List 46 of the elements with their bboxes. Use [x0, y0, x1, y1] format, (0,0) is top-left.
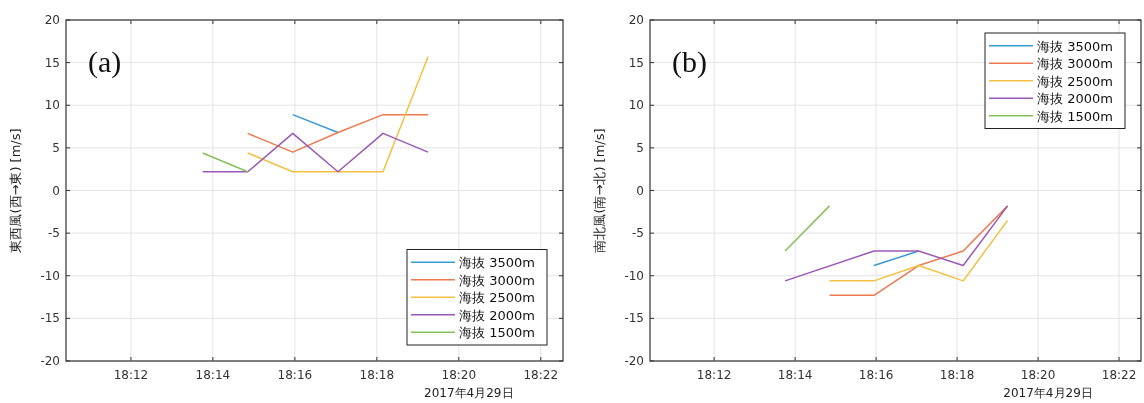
- y-tick-label: 15: [628, 55, 644, 70]
- x-tick-label: 18:14: [195, 368, 231, 382]
- y-tick-label: 0: [636, 183, 644, 198]
- annotation: (b): [672, 45, 707, 79]
- annotation: (a): [88, 45, 122, 79]
- y-tick-label: -15: [624, 311, 644, 326]
- x-tick-label: 18:14: [777, 368, 813, 382]
- y-tick-label: 15: [44, 55, 60, 70]
- x-tick-label: 18:22: [1101, 368, 1137, 382]
- y-axis-title: 南北風(南→北) [m/s]: [592, 128, 607, 253]
- y-tick-label: -5: [48, 226, 60, 241]
- y-tick-label: -15: [40, 311, 60, 326]
- x-tick-label: 18:22: [523, 368, 559, 382]
- x-axis-title: 2017年4月29日: [1003, 386, 1093, 400]
- x-tick-label: 18:18: [939, 368, 975, 382]
- y-tick-label: 10: [628, 98, 644, 113]
- y-tick-label: 10: [44, 98, 60, 113]
- x-tick-label: 18:18: [359, 368, 395, 382]
- x-tick-label: 18:16: [858, 368, 894, 382]
- y-tick-label: 20: [628, 13, 644, 27]
- legend-label: 海抜 3500m: [459, 255, 535, 271]
- x-axis-title: 2017年4月29日: [424, 386, 514, 400]
- y-tick-label: 0: [52, 183, 60, 198]
- y-tick-label: 5: [52, 140, 60, 155]
- legend-label: 海抜 2000m: [459, 307, 535, 323]
- y-axis-title: 東西風(西→東) [m/s]: [8, 128, 23, 253]
- legend-label: 海抜 2000m: [1037, 91, 1113, 107]
- x-tick-label: 18:16: [277, 368, 313, 382]
- legend-label: 海抜 1500m: [1037, 108, 1113, 124]
- y-tick-label: -10: [624, 268, 644, 283]
- legend-label: 海抜 3000m: [459, 272, 535, 288]
- x-tick-label: 18:20: [441, 368, 477, 382]
- legend-label: 海抜 3500m: [1037, 38, 1113, 54]
- y-tick-label: -20: [624, 354, 644, 368]
- y-tick-label: 5: [636, 140, 644, 155]
- y-tick-label: -10: [40, 268, 60, 283]
- y-tick-label: -20: [40, 354, 60, 368]
- legend-label: 海抜 2500m: [1037, 73, 1113, 89]
- x-tick-label: 18:20: [1020, 368, 1056, 382]
- x-tick-label: 18:12: [696, 368, 732, 382]
- legend-label: 海抜 2500m: [459, 290, 535, 306]
- y-tick-label: 20: [44, 13, 60, 27]
- legend-label: 海抜 1500m: [459, 325, 535, 341]
- x-tick-label: 18:12: [113, 368, 149, 382]
- y-tick-label: -5: [632, 226, 644, 241]
- legend-label: 海抜 3000m: [1037, 56, 1113, 72]
